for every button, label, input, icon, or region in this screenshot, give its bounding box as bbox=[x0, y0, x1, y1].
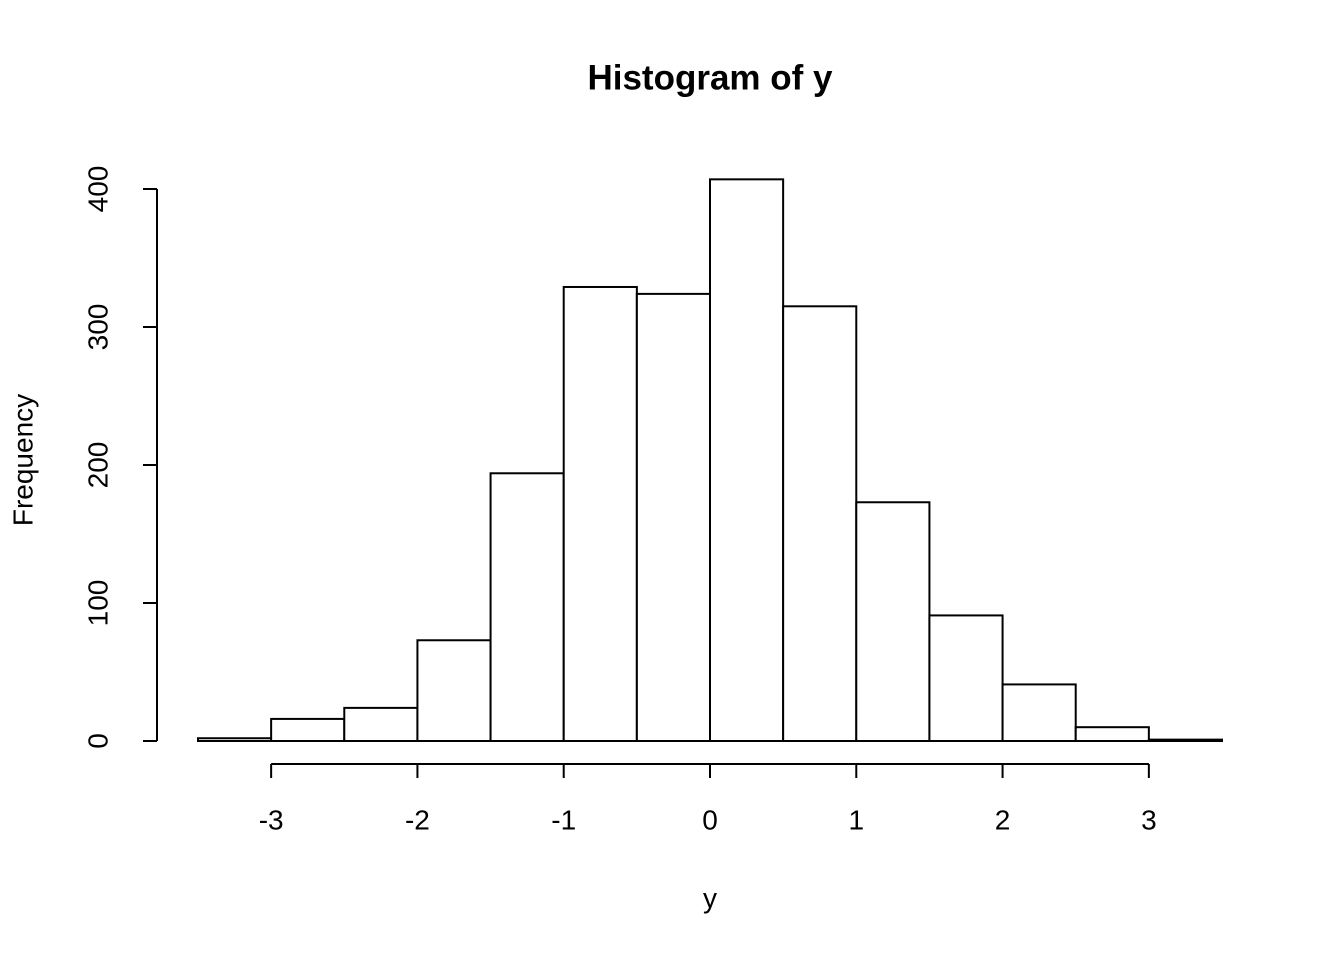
bar bbox=[562, 285, 638, 742]
bar bbox=[709, 178, 785, 742]
bar bbox=[197, 737, 273, 742]
chart-title: Histogram of y bbox=[587, 58, 833, 97]
bar bbox=[855, 501, 931, 743]
x-tick-label: -1 bbox=[551, 804, 576, 835]
x-tick-label: 0 bbox=[702, 804, 718, 835]
x-tick-label: -2 bbox=[405, 804, 430, 835]
x-tick-label: 3 bbox=[1141, 804, 1157, 835]
y-tick-label: 0 bbox=[82, 733, 113, 749]
bar bbox=[343, 706, 419, 743]
y-tick-label: 300 bbox=[82, 304, 113, 351]
bar bbox=[1001, 683, 1077, 742]
y-tick-label: 100 bbox=[82, 580, 113, 627]
bar bbox=[1147, 738, 1224, 742]
bar bbox=[270, 717, 346, 742]
y-tick-label: 400 bbox=[82, 166, 113, 213]
x-axis-label: y bbox=[703, 882, 717, 913]
bar bbox=[1074, 726, 1150, 743]
x-tick-label: 1 bbox=[848, 804, 864, 835]
bar bbox=[928, 614, 1004, 742]
bar bbox=[489, 472, 565, 742]
bar bbox=[782, 305, 858, 742]
bar bbox=[635, 292, 711, 742]
x-tick-label: -3 bbox=[259, 804, 284, 835]
bar bbox=[416, 639, 492, 743]
y-axis-label: Frequency bbox=[7, 394, 38, 526]
y-tick-label: 200 bbox=[82, 442, 113, 489]
x-tick-label: 2 bbox=[995, 804, 1011, 835]
